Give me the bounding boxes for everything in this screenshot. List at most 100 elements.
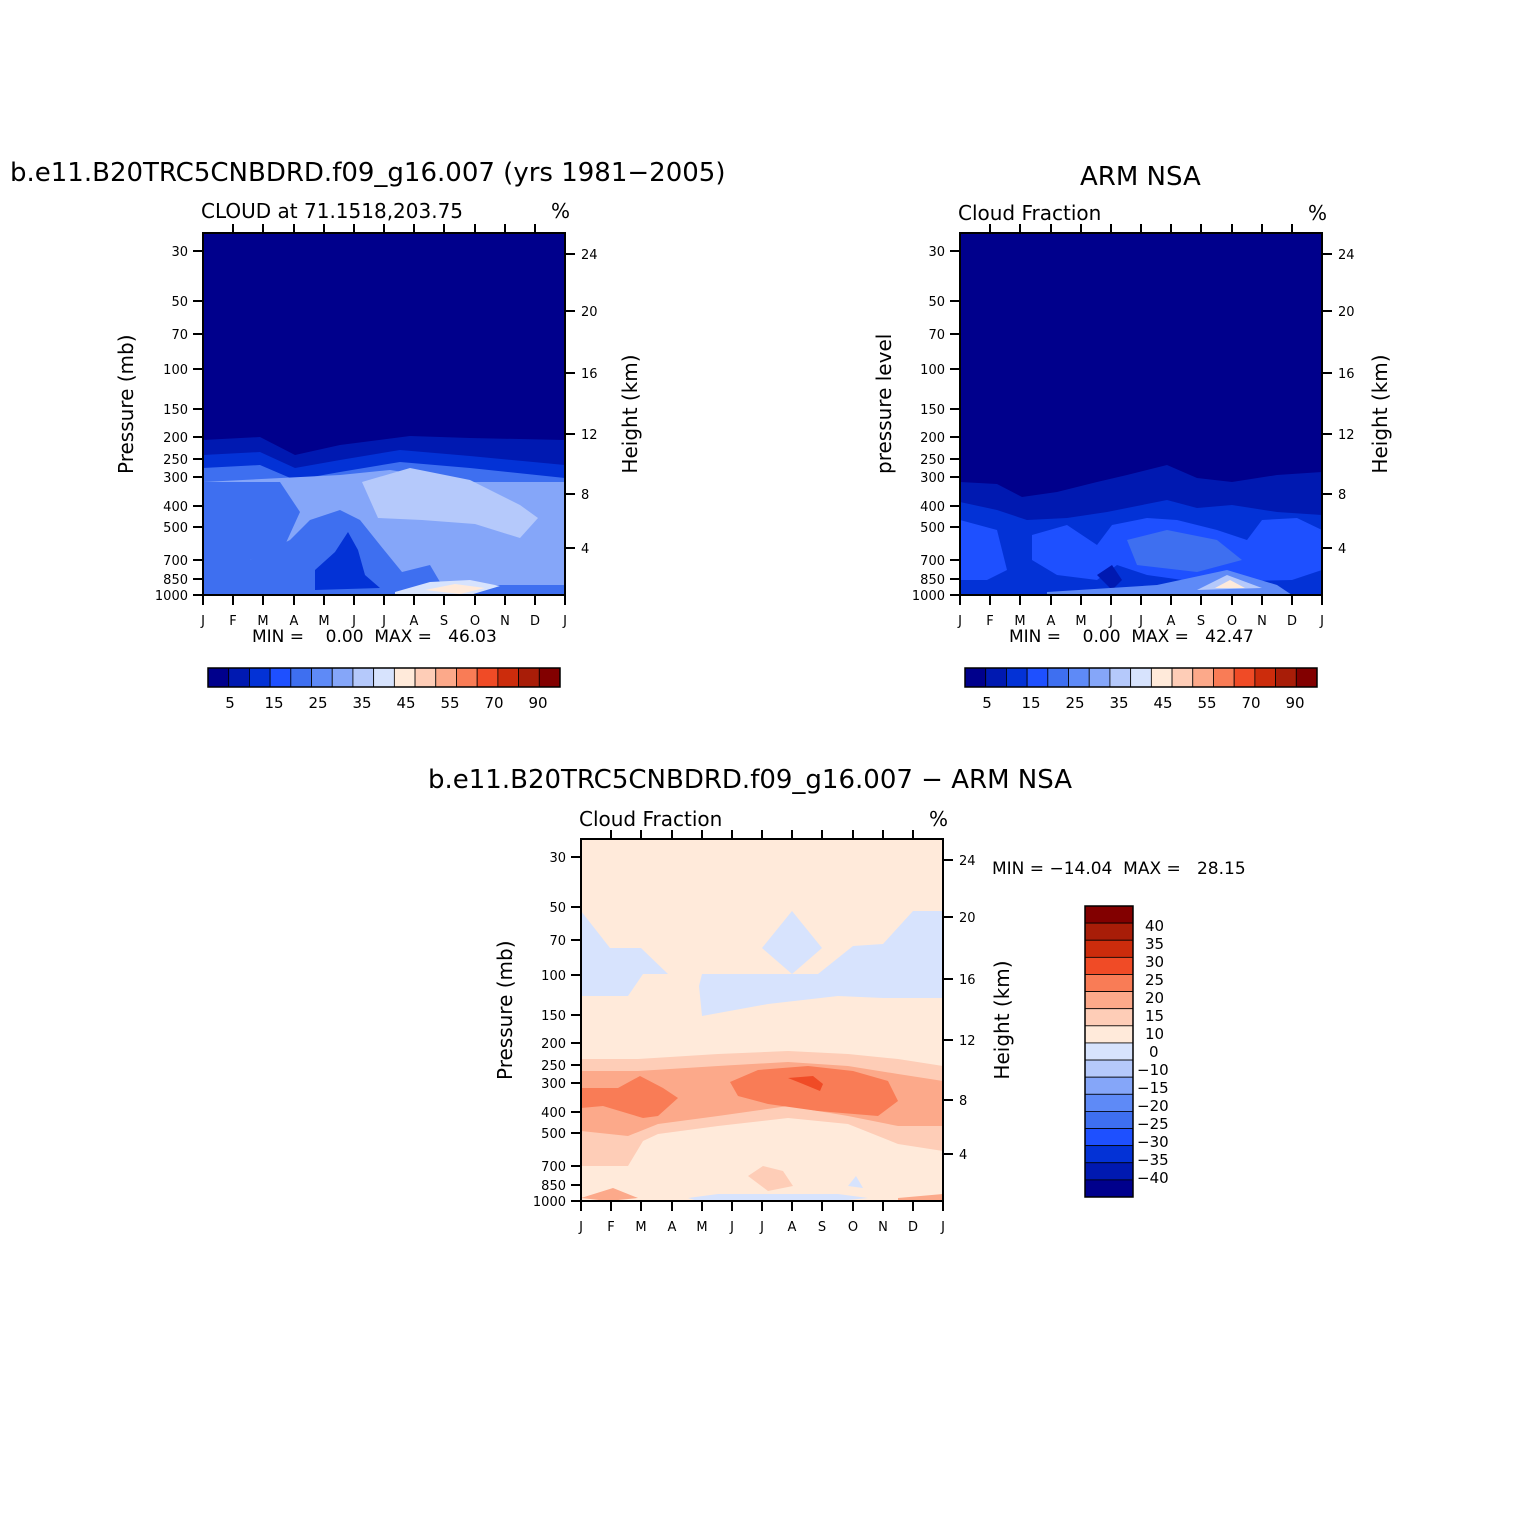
obs-cbar-label: 35: [1109, 694, 1128, 712]
obs-ptick: 200: [920, 431, 945, 446]
obs-month: J: [957, 614, 962, 629]
diff-htick: 8: [959, 1094, 967, 1109]
model-cbar-label: 90: [528, 694, 547, 712]
diff-ptick: 850: [541, 1179, 566, 1194]
obs-ptick: 30: [928, 245, 945, 260]
diff-ptick: 1000: [533, 1195, 566, 1210]
colorbar-box: [311, 667, 333, 688]
diff-month: J: [940, 1220, 945, 1235]
obs-month: A: [1047, 614, 1056, 629]
model-cbar-label: 25: [308, 694, 327, 712]
model-colorbar: 5 15 25 35 45 55 70 90: [207, 667, 561, 712]
colorbar-box: [1254, 667, 1276, 688]
model-subtitle: CLOUD at 71.1518,203.75: [201, 199, 464, 223]
diff-ptick: 150: [541, 1009, 566, 1024]
model-month: J: [200, 614, 205, 629]
colorbar-box: [352, 667, 375, 688]
colorbar-box: [1006, 667, 1028, 688]
model-layer-mid-light: [362, 468, 538, 538]
obs-ptick: 250: [920, 453, 945, 468]
obs-month: J: [1319, 614, 1324, 629]
model-htick: 12: [581, 428, 598, 443]
obs-month: J: [1138, 614, 1143, 629]
obs-ptick: 300: [920, 471, 945, 486]
diff-layer-low-pos: [748, 1166, 793, 1191]
model-ptick: 300: [163, 471, 188, 486]
colorbar-box: [476, 667, 499, 688]
colorbar-box: [1084, 991, 1134, 1010]
colorbar-box: [1084, 1025, 1134, 1044]
model-month: F: [229, 614, 236, 629]
model-units: %: [551, 199, 571, 223]
colorbar-box: [414, 667, 437, 688]
diff-layer-pos25b: [730, 1066, 898, 1116]
colorbar-box: [228, 667, 250, 688]
diff-cbar-label: −40: [1137, 1169, 1169, 1187]
diff-month: M: [635, 1220, 646, 1235]
obs-title: ARM NSA: [1080, 162, 1201, 192]
obs-minmax: MIN = 0.00 MAX = 42.47: [1009, 627, 1254, 647]
model-title: b.e11.B20TRC5CNBDRD.f09_g16.007 (yrs 198…: [10, 158, 726, 188]
diff-layer-neg-diamond: [762, 911, 822, 974]
obs-cbar-label: 70: [1241, 694, 1260, 712]
obs-ptick: 70: [928, 328, 945, 343]
colorbar-box: [1047, 667, 1069, 688]
colorbar-box: [497, 667, 519, 688]
obs-ylabel-right: Height (km): [1368, 354, 1392, 474]
model-ptick: 400: [163, 500, 188, 515]
model-month: M: [257, 614, 268, 629]
diff-layer-surface-neg: [688, 1194, 868, 1201]
diff-month: S: [818, 1220, 826, 1235]
diff-month: M: [696, 1220, 707, 1235]
model-month: A: [290, 614, 299, 629]
diff-layer-surface-pos2: [898, 1194, 943, 1201]
colorbar-box: [1150, 667, 1173, 688]
colorbar-box: [1084, 1145, 1134, 1164]
diff-cbar-label: −10: [1137, 1061, 1169, 1079]
obs-cbar-label: 15: [1021, 694, 1040, 712]
colorbar-box: [290, 667, 312, 688]
diff-cbar-label: −20: [1137, 1097, 1169, 1115]
model-ylabel-left: Pressure (mb): [114, 334, 138, 474]
colorbar-box: [1084, 1162, 1134, 1181]
obs-units: %: [1308, 201, 1328, 225]
obs-ptick: 100: [920, 363, 945, 378]
obs-ptick: 400: [920, 500, 945, 515]
model-month: J: [381, 614, 386, 629]
model-htick: 8: [581, 488, 589, 503]
colorbar-box: [1192, 667, 1214, 688]
diff-ptick: 30: [549, 851, 566, 866]
obs-cbar-label: 55: [1197, 694, 1216, 712]
model-cbar-label: 15: [264, 694, 283, 712]
diff-ptick: 50: [549, 901, 566, 916]
colorbar-box: [538, 667, 561, 688]
diff-ylabel-left: Pressure (mb): [493, 940, 517, 1080]
colorbar-box: [1084, 1179, 1134, 1198]
diff-month: J: [729, 1220, 734, 1235]
obs-month: O: [1227, 614, 1237, 629]
diff-htick: 20: [959, 911, 976, 926]
diff-htick: 12: [959, 1034, 976, 1049]
diff-month: D: [908, 1220, 918, 1235]
colorbar-box: [1084, 1076, 1134, 1095]
diff-cbar-label: 40: [1145, 917, 1164, 935]
diff-ptick: 250: [541, 1059, 566, 1074]
colorbar-box: [1171, 667, 1194, 688]
colorbar-box: [207, 667, 230, 688]
diff-title: b.e11.B20TRC5CNBDRD.f09_g16.007 − ARM NS…: [428, 765, 1072, 795]
diff-month: F: [607, 1220, 614, 1235]
colorbar-box: [331, 667, 354, 688]
diff-htick: 16: [959, 973, 976, 988]
obs-month: J: [1108, 614, 1113, 629]
diff-ptick: 700: [541, 1160, 566, 1175]
model-ptick: 70: [171, 328, 188, 343]
diff-cbar-label: 0: [1149, 1043, 1159, 1061]
colorbar-box: [373, 667, 395, 688]
obs-htick: 8: [1338, 488, 1346, 503]
diff-htick: 24: [959, 854, 976, 869]
diff-htick: 4: [959, 1148, 967, 1163]
colorbar-box: [269, 667, 292, 688]
diff-cbar-label: 15: [1145, 1007, 1164, 1025]
obs-layer-mid4: [1127, 530, 1242, 572]
obs-month: F: [986, 614, 993, 629]
